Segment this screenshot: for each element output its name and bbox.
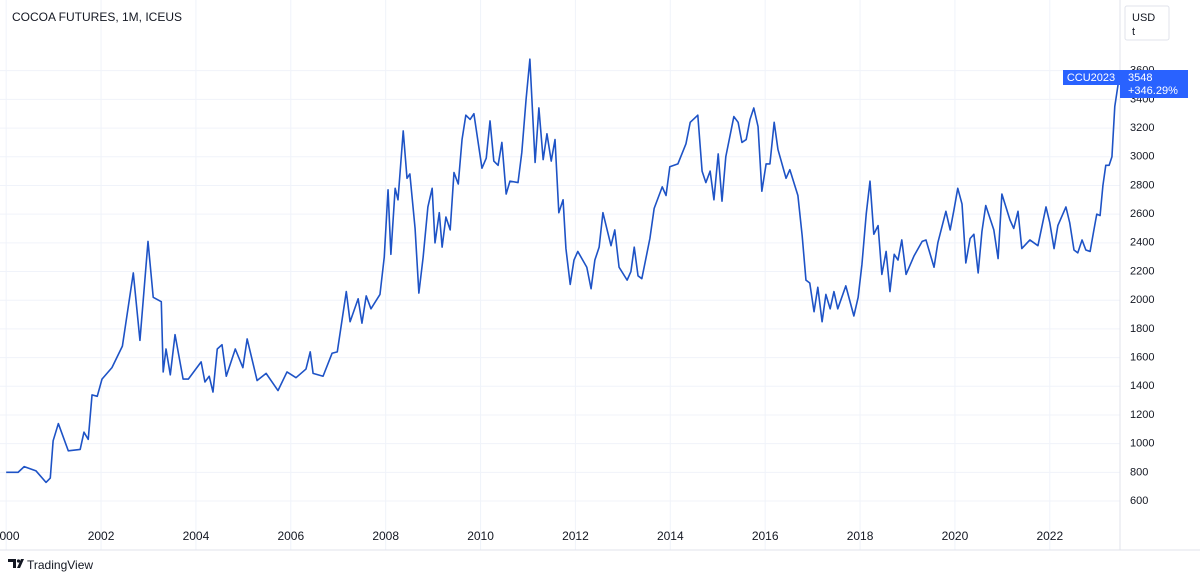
x-tick-label: 2018: [847, 529, 874, 543]
x-tick-label: 2006: [277, 529, 304, 543]
y-tick-label: 2800: [1130, 179, 1154, 191]
x-tick-label: 2008: [372, 529, 399, 543]
x-tick-label: 2004: [183, 529, 210, 543]
last-price: 3548: [1128, 72, 1152, 84]
x-tick-label: 2000: [0, 529, 20, 543]
x-tick-label: 2014: [657, 529, 684, 543]
series-label-box: [1063, 70, 1120, 85]
y-tick-label: 3200: [1130, 122, 1154, 134]
axis: 600 800 1000 1200 1400 1600 1800 2000 2200 2400 26…: [0, 65, 1154, 544]
y-tick-label: 600: [1130, 495, 1148, 507]
y-tick-label: 2200: [1130, 265, 1154, 277]
y-tick-label: 2600: [1130, 208, 1154, 220]
y-tick-label: 1800: [1130, 323, 1154, 335]
y-tick-label: 2400: [1130, 237, 1154, 249]
price-label-box: [1120, 70, 1188, 98]
currency: USD: [1132, 12, 1155, 24]
x-tick-label: 2002: [88, 529, 115, 543]
change-label: +346.29%: [1128, 85, 1178, 97]
y-tick-label: 3000: [1130, 151, 1154, 163]
x-tick-label: 2022: [1036, 529, 1063, 543]
y-tick-label: 800: [1130, 466, 1148, 478]
x-tick-label: 2020: [942, 529, 969, 543]
x-tick-label: 2016: [752, 529, 779, 543]
y-tick-label: 2000: [1130, 294, 1154, 306]
x-tick-label: 2012: [562, 529, 589, 543]
x-tick-label: 2010: [467, 529, 494, 543]
y-tick-label: 1600: [1130, 352, 1154, 364]
brand-logo: [8, 559, 24, 568]
currency-box[interactable]: [1124, 5, 1170, 41]
series-label: CCU2023: [1067, 72, 1115, 84]
unit: t: [1132, 26, 1135, 38]
y-tick-label: 1000: [1130, 438, 1154, 450]
grid: [0, 0, 1120, 550]
y-tick-label: 1400: [1130, 380, 1154, 392]
plot: [6, 58, 1120, 484]
brand: TradingView: [27, 558, 93, 572]
chart-title: COCOA FUTURES, 1M, ICEUS: [12, 10, 182, 24]
price-line: [6, 58, 1120, 484]
y-tick-label: 1200: [1130, 409, 1154, 421]
